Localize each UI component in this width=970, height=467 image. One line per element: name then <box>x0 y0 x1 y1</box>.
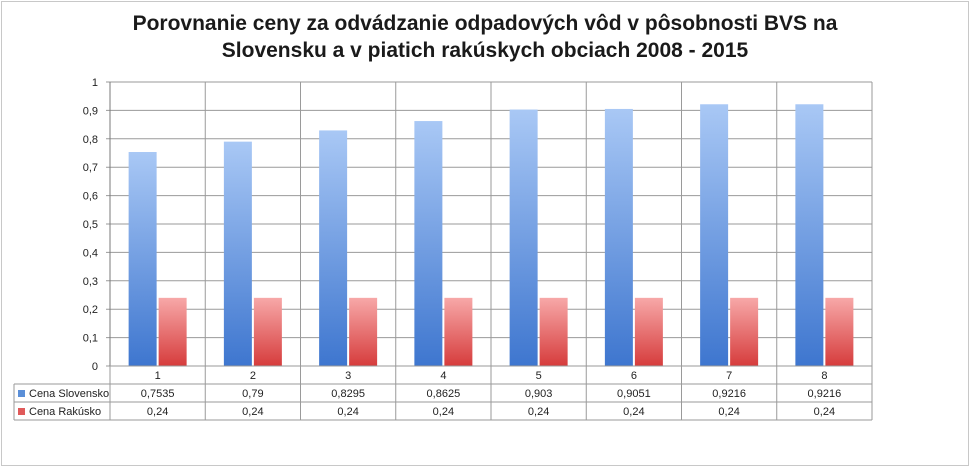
bar-rakusko <box>253 297 282 366</box>
table-cell-value: 0,24 <box>623 406 644 418</box>
chart-title: Porovnanie ceny za odvádzanie odpadových… <box>0 10 970 64</box>
y-tick-label: 1 <box>92 77 98 89</box>
bar-slovensko <box>795 104 824 367</box>
y-tick-label: 0,4 <box>83 247 98 259</box>
table-cell-value: 0,9216 <box>808 388 842 400</box>
table-cell-value: 0,24 <box>718 406 739 418</box>
bar-rakusko <box>349 297 378 366</box>
bar-rakusko <box>730 297 759 366</box>
table-cell-value: 0,24 <box>528 406 549 418</box>
table-cell-value: 0,8295 <box>331 388 365 400</box>
y-tick-label: 0,6 <box>83 191 98 203</box>
bar-rakusko <box>158 297 187 366</box>
table-cell-value: 0,903 <box>525 388 553 400</box>
legend-label: Cena Slovensko <box>29 388 109 400</box>
bar-rakusko <box>539 297 568 366</box>
table-cell-value: 0,24 <box>337 406 358 418</box>
x-tick-label: 1 <box>155 370 161 382</box>
table-cell-value: 0,9051 <box>617 388 651 400</box>
table-cell-value: 0,9216 <box>712 388 746 400</box>
table-cell-value: 0,7535 <box>141 388 175 400</box>
x-tick-label: 8 <box>821 370 827 382</box>
bar-slovensko <box>319 130 348 366</box>
table-cell-value: 0,24 <box>147 406 168 418</box>
x-tick-label: 5 <box>536 370 542 382</box>
table-cell-value: 0,79 <box>242 388 263 400</box>
bar-slovensko <box>414 121 443 366</box>
y-tick-label: 0 <box>92 361 98 373</box>
x-tick-label: 7 <box>726 370 732 382</box>
bar-rakusko <box>825 297 854 366</box>
x-tick-label: 6 <box>631 370 637 382</box>
bar-slovensko <box>223 141 252 366</box>
x-tick-label: 3 <box>345 370 351 382</box>
bar-slovensko <box>509 109 538 366</box>
y-tick-label: 0,5 <box>83 219 98 231</box>
legend-label: Cena Rakúsko <box>29 406 101 418</box>
legend-swatch <box>18 390 25 397</box>
table-cell-value: 0,8625 <box>427 388 461 400</box>
x-tick-label: 4 <box>440 370 446 382</box>
chart-title-line-1: Porovnanie ceny za odvádzanie odpadových… <box>132 12 838 35</box>
y-tick-label: 0,7 <box>83 162 98 174</box>
table-cell-value: 0,24 <box>814 406 835 418</box>
y-tick-label: 0,3 <box>83 276 98 288</box>
bar-slovensko <box>604 108 633 366</box>
chart-title-line-2: Slovensku a v piatich rakúskych obciach … <box>221 39 749 62</box>
x-tick-label: 2 <box>250 370 256 382</box>
legend-swatch <box>18 408 25 415</box>
table-cell-value: 0,24 <box>242 406 263 418</box>
bar-rakusko <box>444 297 473 366</box>
bar-slovensko <box>700 104 729 367</box>
table-cell-value: 0,24 <box>433 406 454 418</box>
y-tick-label: 0,8 <box>83 134 98 146</box>
bar-slovensko <box>128 152 157 366</box>
y-tick-label: 0,1 <box>83 333 98 345</box>
y-tick-label: 0,9 <box>83 105 98 117</box>
y-tick-label: 0,2 <box>83 304 98 316</box>
bar-rakusko <box>634 297 663 366</box>
